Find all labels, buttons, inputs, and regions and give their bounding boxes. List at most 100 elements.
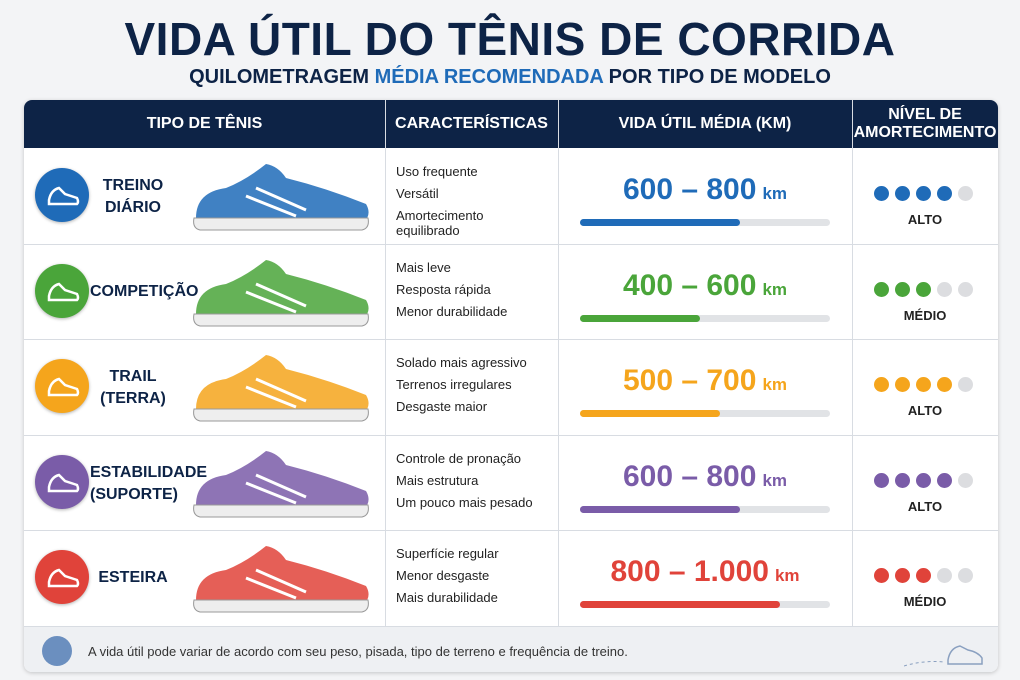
icon-glyph xyxy=(47,473,80,493)
range-value: 600 – 800 xyxy=(622,173,757,206)
feature-item: Menor desgaste xyxy=(396,568,490,584)
feature-item: Mais leve xyxy=(396,259,451,275)
row-divider xyxy=(24,339,998,341)
column-header: NÍVEL DE AMORTECIMENTO xyxy=(852,100,998,148)
row-divider xyxy=(24,530,998,532)
range-value: 500 – 700 xyxy=(622,364,757,398)
range-unit: km xyxy=(762,279,788,299)
feature-item: Amortecimento equilibrado xyxy=(396,208,484,238)
feature-item: Menor durabilidade xyxy=(396,303,508,319)
shoe-drawing xyxy=(193,259,369,327)
shoe-drawing xyxy=(193,546,369,613)
range-value: 800 – 1.000 xyxy=(610,555,769,589)
type-icon xyxy=(35,550,89,605)
type-icon xyxy=(35,454,89,509)
feature-item: Solado mais agressivo xyxy=(396,355,527,371)
shoe-type: TRAIL (TERRA) xyxy=(90,366,176,410)
range-value: 600 – 800 xyxy=(622,459,757,493)
footer-bar xyxy=(24,626,998,672)
subtitle: QUILOMETRAGEM MÉDIA RECOMENDADA POR TIPO… xyxy=(0,66,1020,89)
level-dot xyxy=(958,472,973,488)
level-label: ALTO xyxy=(907,498,943,514)
row-divider xyxy=(24,434,998,436)
shoe-type: ESTEIRA xyxy=(90,567,176,589)
shoe-type-line: COMPETIÇÃO xyxy=(90,282,199,300)
column-header: VIDA ÚTIL MÉDIA (KM) xyxy=(558,100,852,148)
info-icon xyxy=(42,636,72,666)
level-label: MÉDIO xyxy=(903,594,947,610)
icon-glyph xyxy=(47,377,80,397)
type-icon xyxy=(35,168,89,222)
shoe-type-line: ESTABILIDADE xyxy=(90,463,208,481)
range-box: 500 – 700 km xyxy=(558,364,852,398)
range-unit: km xyxy=(762,470,788,490)
level-dot xyxy=(937,472,952,488)
level-dot xyxy=(874,472,889,488)
range-box: 600 – 800 km xyxy=(558,173,852,207)
range-unit: km xyxy=(762,375,788,395)
shoe-type: ESTABILIDADE (SUPORTE) xyxy=(90,462,208,506)
range-box: 800 – 1.000 km xyxy=(558,555,852,589)
shoe-type-line: TRAIL xyxy=(109,368,157,386)
level-dot xyxy=(916,281,931,297)
level-dot xyxy=(937,377,952,393)
range-value: 400 – 600 xyxy=(622,268,757,302)
column-divider xyxy=(558,100,559,626)
shoe-drawing xyxy=(193,164,369,231)
shoe-type-line: (TERRA) xyxy=(100,390,166,408)
bar xyxy=(580,505,740,513)
subtitle-part: QUILOMETRAGEM xyxy=(189,66,375,88)
level-dot xyxy=(895,186,910,201)
title: VIDA ÚTIL DO TÊNIS DE CORRIDA xyxy=(124,13,896,65)
shoe-drawing xyxy=(193,355,369,422)
footer-shoe-drawing xyxy=(903,645,983,667)
shoe-image xyxy=(186,538,376,622)
column-divider xyxy=(385,100,386,626)
range-box: 400 – 600 km xyxy=(558,269,852,303)
shoe-type: COMPETIÇÃO xyxy=(90,281,199,303)
column-divider xyxy=(852,100,853,626)
level-label: ALTO xyxy=(907,212,943,227)
level-dot xyxy=(958,568,973,584)
icon-glyph xyxy=(47,282,80,301)
level-dot xyxy=(895,377,910,393)
level-dot xyxy=(916,472,931,488)
subtitle-highlight: MÉDIA RECOMENDADA xyxy=(374,66,604,88)
feature-item: Uso frequente xyxy=(396,164,478,179)
level-dot xyxy=(916,377,931,393)
footer-shoe xyxy=(903,632,984,670)
feature-item: Mais durabilidade xyxy=(396,590,498,606)
level-dot xyxy=(895,472,910,488)
bar xyxy=(580,314,700,322)
shoe-type: TREINO DIÁRIO xyxy=(90,175,176,219)
level-dot xyxy=(937,186,952,201)
row-divider xyxy=(24,243,998,245)
feature-item: Mais estrutura xyxy=(396,472,479,488)
range-box: 600 – 800 km xyxy=(558,460,852,494)
level-dot xyxy=(874,281,889,297)
feature-item: Superfície regular xyxy=(396,546,499,562)
bar xyxy=(580,219,740,226)
level-dot xyxy=(874,377,889,393)
column-header: CARACTERÍSTICAS xyxy=(385,100,558,148)
level-dot xyxy=(916,186,931,201)
bar xyxy=(580,601,780,609)
bar-track xyxy=(580,314,830,322)
type-icon xyxy=(35,359,89,414)
table: TIPO DE TÊNIS CARACTERÍSTICAS VIDA ÚTIL MÉ… xyxy=(24,100,998,672)
level-dot xyxy=(895,281,910,297)
shoe-type-line: TREINO xyxy=(102,177,164,194)
feature-item: Controle de pronação xyxy=(396,450,522,466)
feature-item: Versátil xyxy=(396,186,439,201)
level-dot xyxy=(895,568,910,584)
type-icon xyxy=(35,263,89,318)
footer-note: A vida útil pode variar de acordo com se… xyxy=(88,644,628,659)
column-header: TIPO DE TÊNIS xyxy=(24,100,385,148)
shoe-type-line: (SUPORTE) xyxy=(90,485,178,503)
range-unit: km xyxy=(774,566,800,586)
feature-item: Um pouco mais pesado xyxy=(396,494,533,510)
shoe-image xyxy=(186,156,376,240)
level-dot xyxy=(874,568,889,584)
level-dot xyxy=(937,568,952,584)
